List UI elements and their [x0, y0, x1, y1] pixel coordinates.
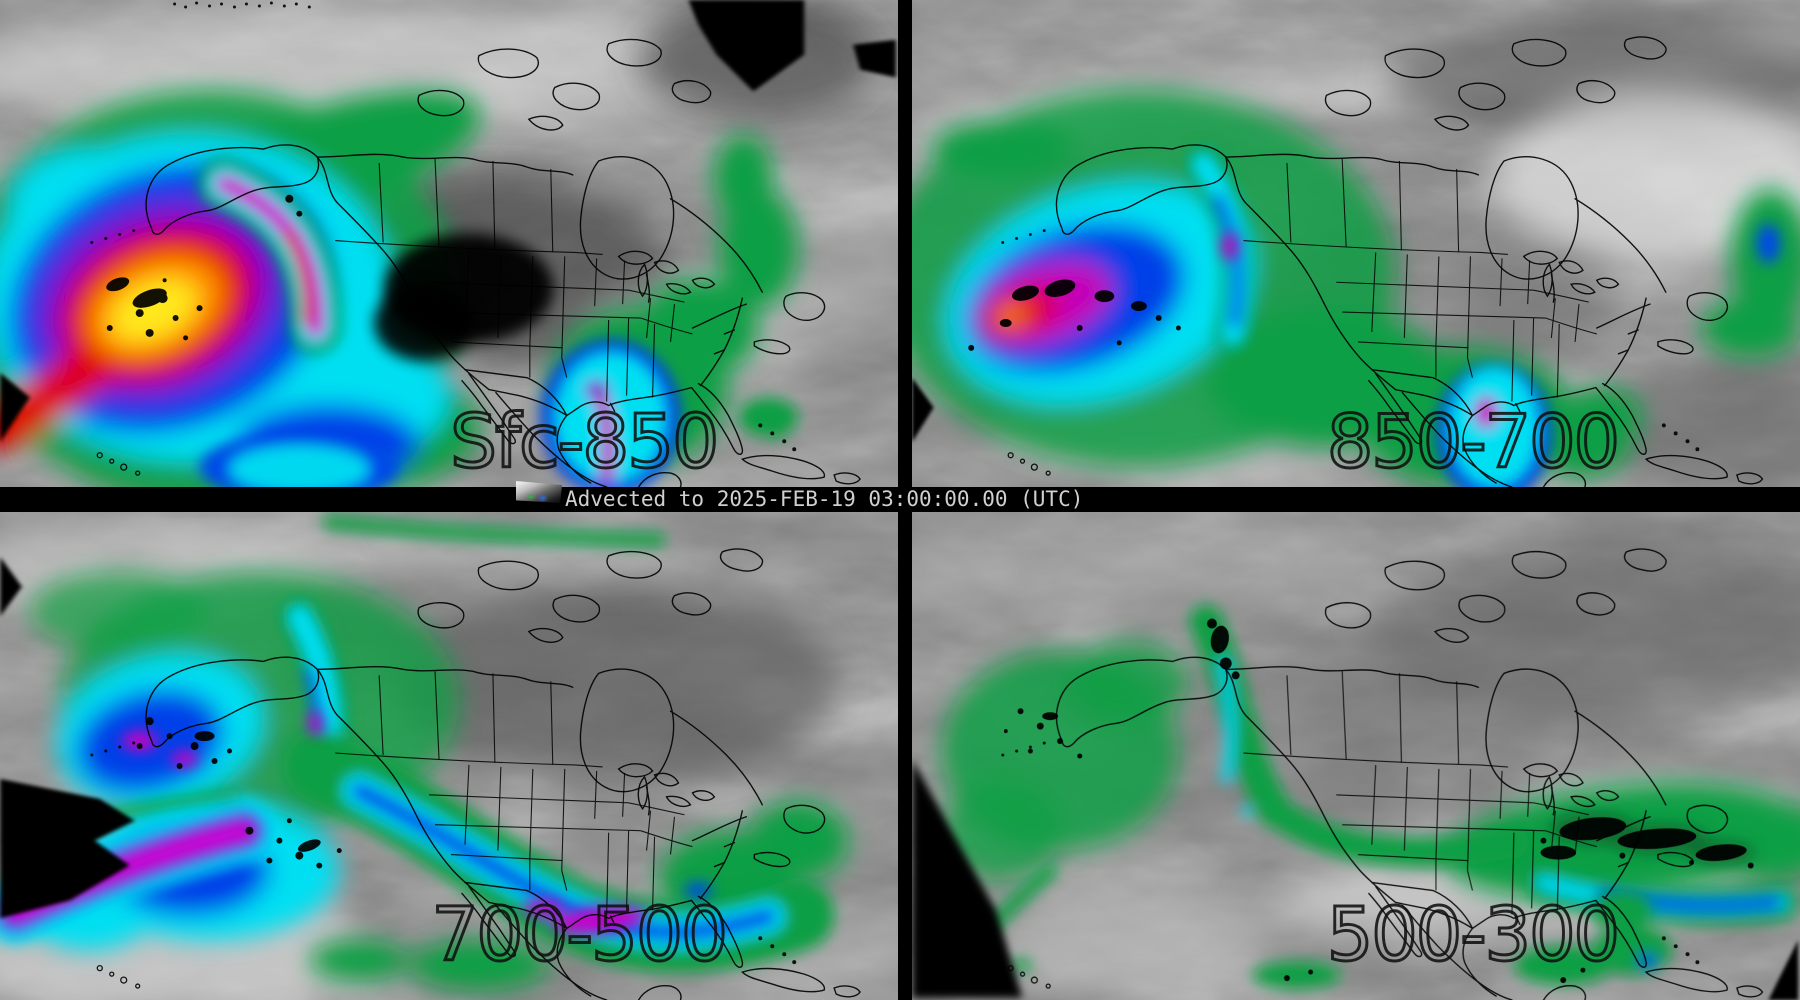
panel-500-300-image: 500-300: [912, 512, 1800, 1000]
moisture-plumes: [912, 89, 1800, 487]
panel-label-500-300: 500-300: [1327, 893, 1618, 978]
panel-label-850-700: 850-700: [1327, 400, 1618, 485]
no-data-black-regions: [0, 0, 897, 443]
panel-sfc-850-image: Sfc-850: [0, 0, 898, 487]
map-fragment: [516, 481, 562, 503]
no-data-black-regions: [912, 279, 1181, 443]
panel-500-300: 500-300: [912, 512, 1800, 1000]
moisture-plumes: [0, 514, 849, 991]
advected-timestamp: Advected to 2025-FEB-19 03:00:00.00 (UTC…: [565, 487, 1084, 511]
panel-700-500: 700-500: [0, 512, 898, 1000]
moisture-plumes: [0, 89, 799, 487]
panel-700-500-image: 700-500: [0, 512, 898, 1000]
status-bar: Advected to 2025-FEB-19 03:00:00.00 (UTC…: [0, 487, 1800, 512]
no-data-black-regions: [0, 556, 342, 919]
no-data-black-regions: [912, 618, 1799, 1000]
panel-850-700-image: 850-700: [912, 0, 1800, 487]
panel-label-700-500: 700-500: [431, 893, 725, 978]
panel-label-sfc-850: Sfc-850: [450, 400, 717, 485]
panel-850-700: 850-700: [912, 0, 1800, 487]
panel-sfc-850: Sfc-850: [0, 0, 898, 487]
